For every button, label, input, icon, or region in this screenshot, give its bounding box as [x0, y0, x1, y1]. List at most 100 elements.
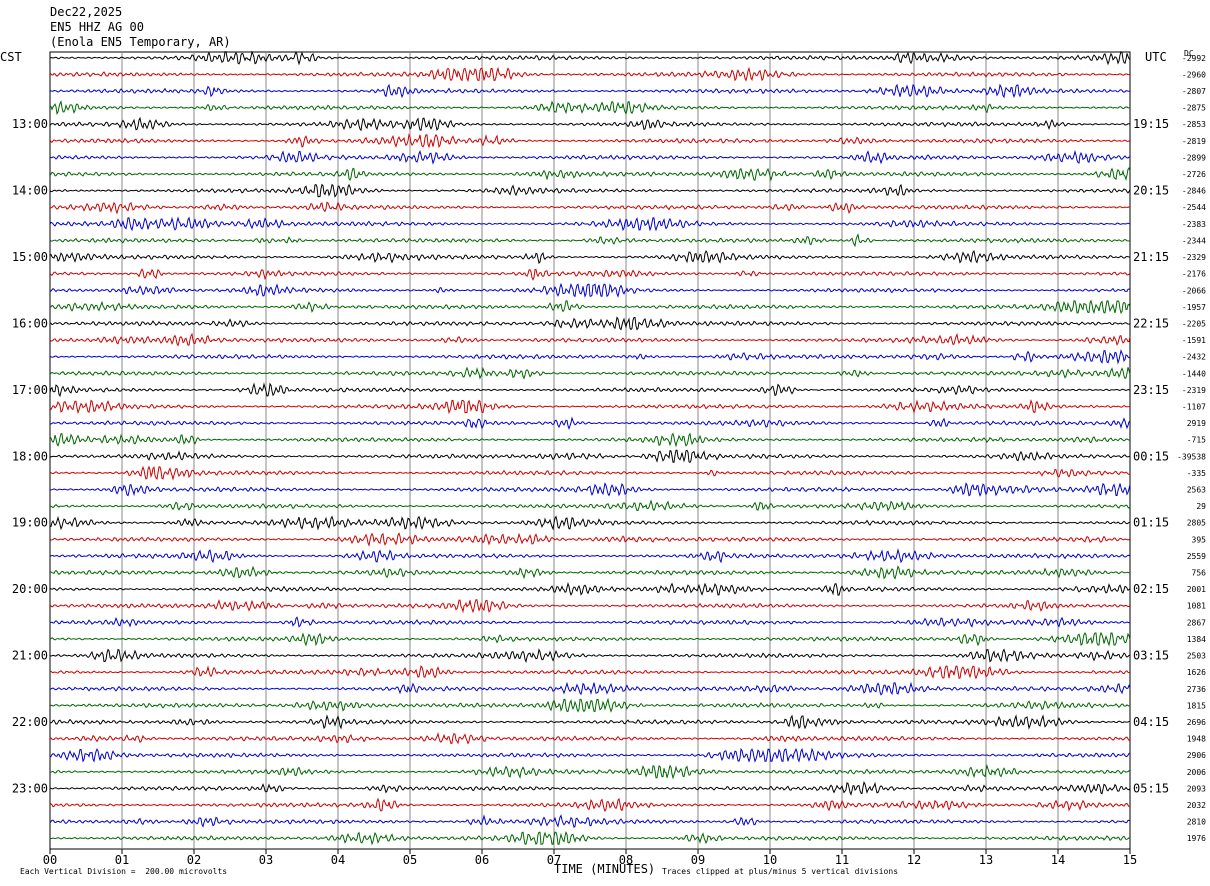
left-hour-label: 20:00	[12, 582, 48, 596]
x-tick-label: 00	[43, 853, 57, 867]
station-location: (Enola EN5 Temporary, AR)	[50, 35, 231, 49]
right-hour-label: 23:15	[1133, 383, 1169, 397]
right-hour-label: 19:15	[1133, 117, 1169, 131]
dc-offset-label: 2563	[1187, 486, 1206, 495]
x-tick-label: 07	[547, 853, 561, 867]
dc-offset-label: 2805	[1187, 519, 1206, 528]
dc-offset-label: -2544	[1182, 203, 1206, 212]
dc-offset-label: 1976	[1187, 834, 1206, 843]
dc-offset-label: 1081	[1187, 602, 1206, 611]
dc-offset-label: 2032	[1187, 801, 1206, 810]
dc-offset-label: -2899	[1182, 153, 1206, 162]
left-hour-label: 17:00	[12, 383, 48, 397]
dc-offset-label: -2807	[1182, 87, 1206, 96]
x-tick-label: 08	[619, 853, 633, 867]
trace-row-30	[49, 547, 1131, 564]
dc-offset-label: -335	[1187, 469, 1206, 478]
scale-note: Each Vertical Division = 200.00 microvol…	[20, 867, 228, 876]
trace-row-35	[49, 631, 1131, 647]
dc-offset-label: 756	[1192, 569, 1207, 578]
left-hour-label: 19:00	[12, 516, 48, 530]
dc-offset-label: -2960	[1182, 70, 1206, 79]
x-tick-label: 06	[475, 853, 489, 867]
station-code: EN5 HHZ AG 00	[50, 20, 144, 34]
trace-row-37	[49, 665, 1131, 680]
dc-offset-label: -2205	[1182, 319, 1206, 328]
trace-row-2	[49, 83, 1131, 99]
right-hour-label: 22:15	[1133, 316, 1169, 330]
trace-row-8	[49, 183, 1131, 198]
trace-row-7	[49, 166, 1131, 182]
x-tick-label: 03	[259, 853, 273, 867]
trace-row-29	[49, 532, 1131, 547]
trace-row-13	[49, 268, 1131, 281]
trace-row-27	[49, 499, 1131, 512]
dc-offset-label: -2726	[1182, 170, 1206, 179]
dc-offset-label: -1107	[1182, 402, 1206, 411]
dc-offset-label: 2559	[1187, 552, 1206, 561]
dc-offset-label: 2906	[1187, 751, 1206, 760]
dc-offset-label: -2329	[1182, 253, 1206, 262]
dc-offset-label: -1591	[1182, 336, 1206, 345]
x-tick-label: 05	[403, 853, 417, 867]
left-hour-label: 14:00	[12, 184, 48, 198]
dc-offset-label: 2093	[1187, 784, 1206, 793]
dc-offset-label: -715	[1187, 436, 1206, 445]
trace-row-36	[49, 648, 1131, 664]
left-hour-label: 16:00	[12, 316, 48, 330]
x-axis-title: TIME (MINUTES)	[554, 862, 656, 876]
dc-offset-label: 29	[1196, 502, 1206, 511]
plot-date: Dec22,2025	[50, 5, 123, 19]
dc-offset-label: 2006	[1187, 768, 1206, 777]
right-hour-label: 04:15	[1133, 715, 1169, 729]
left-hour-label: 15:00	[12, 250, 48, 264]
dc-offset-label: 2810	[1187, 818, 1206, 827]
trace-row-11	[49, 233, 1131, 248]
dc-offset-label: 2001	[1187, 585, 1206, 594]
dc-offset-label: -2846	[1182, 187, 1206, 196]
dc-offset-label: -2819	[1182, 137, 1206, 146]
dc-offset-label: 1948	[1187, 735, 1206, 744]
trace-row-38	[49, 681, 1131, 696]
trace-row-19	[49, 366, 1131, 380]
right-hour-label: 03:15	[1133, 649, 1169, 663]
dc-offset-label: -2066	[1182, 286, 1206, 295]
dc-offset-label: 1626	[1187, 668, 1206, 677]
dc-offset-label: 2503	[1187, 652, 1206, 661]
right-hour-label: 05:15	[1133, 781, 1169, 795]
left-hour-label: 13:00	[12, 117, 48, 131]
x-tick-label: 15	[1123, 853, 1137, 867]
dc-offset-label: 1815	[1187, 701, 1206, 710]
dc-offset-label: -2383	[1182, 220, 1206, 229]
trace-row-3	[49, 100, 1131, 116]
trace-row-41	[49, 732, 1131, 745]
dc-offset-label: -2853	[1182, 120, 1206, 129]
trace-row-21	[49, 398, 1131, 415]
trace-row-47	[49, 831, 1131, 846]
trace-row-20	[49, 382, 1131, 398]
clip-note: Traces clipped at plus/minus 5 vertical …	[662, 867, 899, 876]
trace-row-44	[49, 780, 1131, 796]
trace-row-25	[49, 465, 1131, 481]
x-tick-label: 04	[331, 853, 345, 867]
trace-row-31	[49, 565, 1131, 580]
x-tick-label: 10	[763, 853, 777, 867]
right-hour-label: 21:15	[1133, 250, 1169, 264]
trace-row-9	[49, 201, 1131, 215]
dc-offset-label: -2319	[1182, 386, 1206, 395]
left-hour-label: 18:00	[12, 449, 48, 463]
x-tick-label: 01	[115, 853, 129, 867]
dc-offset-label: -1957	[1182, 303, 1206, 312]
trace-row-45	[49, 797, 1131, 813]
left-hour-label: 22:00	[12, 715, 48, 729]
dc-header-label: DC	[1184, 49, 1194, 58]
left-hour-label: 21:00	[12, 649, 48, 663]
trace-row-6	[49, 149, 1131, 165]
trace-row-43	[49, 763, 1131, 780]
trace-row-26	[49, 482, 1131, 497]
x-tick-label: 02	[187, 853, 201, 867]
right-hour-label: 01:15	[1133, 516, 1169, 530]
trace-row-40	[49, 714, 1131, 730]
dc-offset-label: 2919	[1187, 419, 1206, 428]
